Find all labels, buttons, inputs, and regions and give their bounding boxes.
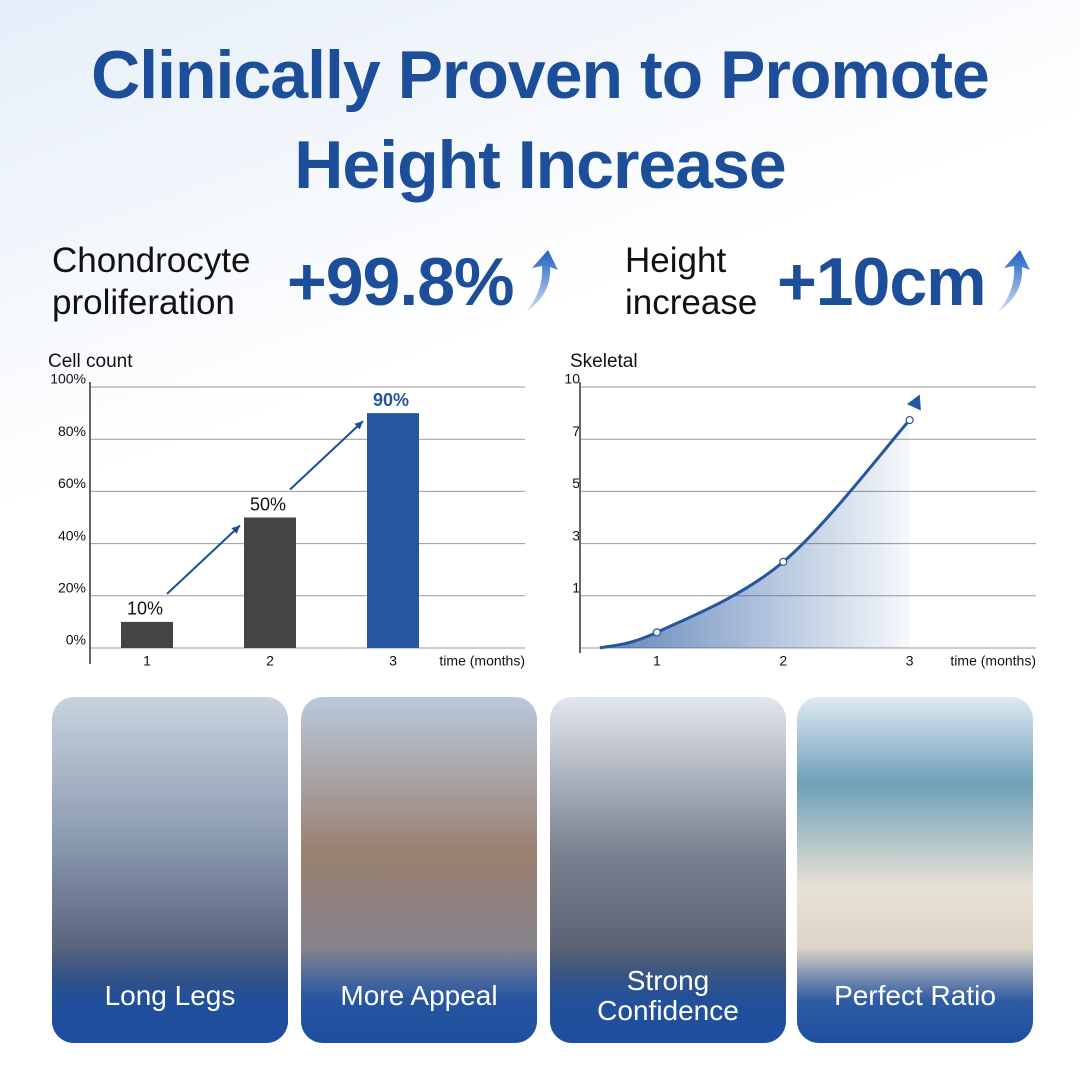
y-tick-label: 1 xyxy=(572,580,580,596)
y-tick-label: 5 xyxy=(572,475,580,491)
x-tick-label: 1 xyxy=(143,653,151,669)
y-tick-label: 7 xyxy=(572,423,580,439)
headline: Clinically Proven to Promote Height Incr… xyxy=(91,37,990,203)
stat: Chondrocyte proliferation +99.8% xyxy=(52,240,560,324)
x-tick-label: 3 xyxy=(389,653,397,669)
x-tick-label: 1 xyxy=(653,653,661,669)
arrow-head xyxy=(906,394,921,411)
x-tick-label: 2 xyxy=(266,653,274,669)
card-label: More Appeal xyxy=(301,948,537,1043)
up-arrow xyxy=(997,250,1030,312)
stat-label: Height increase xyxy=(625,241,758,322)
x-tick-label: 3 xyxy=(906,653,914,669)
stat: Height increase +10cm xyxy=(625,240,1032,324)
area xyxy=(600,420,910,648)
bar xyxy=(121,621,173,648)
card-label: Long Legs xyxy=(52,948,288,1043)
stat-value: +99.8% xyxy=(287,244,515,320)
y-tick-label: 80% xyxy=(58,423,86,439)
y-tick-label: 20% xyxy=(58,580,86,596)
trend-arrow xyxy=(166,524,241,595)
bar xyxy=(244,517,296,648)
arrow-head xyxy=(354,421,363,430)
point xyxy=(905,415,914,425)
y-tick-label: 40% xyxy=(58,527,86,543)
y-tick-label: 3 xyxy=(572,527,580,543)
photo-card: Strong Confidence xyxy=(550,697,786,1043)
value-label: 90% xyxy=(373,390,409,410)
stat-value: +10cm xyxy=(777,244,987,320)
up-arrow xyxy=(525,250,558,312)
y-tick-label: 10 xyxy=(564,371,580,387)
card-label: Strong Confidence xyxy=(550,948,786,1043)
y-tick-label: 0% xyxy=(66,632,86,648)
y-tick-label: 100% xyxy=(50,371,86,387)
line-chart: Skeletal 1 3 5 7 10 1 2 3 time (months) xyxy=(564,351,1036,669)
stat-label: Chondrocyte proliferation xyxy=(52,241,251,322)
card-label: Perfect Ratio xyxy=(797,948,1033,1043)
value-label: 50% xyxy=(250,494,286,514)
line xyxy=(599,419,911,650)
point xyxy=(652,628,661,637)
trend-arrow xyxy=(289,420,364,491)
x-axis-label: time (months) xyxy=(439,653,525,669)
x-tick-label: 2 xyxy=(779,653,787,669)
photo-card: More Appeal xyxy=(301,697,537,1043)
value-label: 10% xyxy=(127,599,163,619)
y-axis-label: Skeletal xyxy=(570,351,638,372)
x-axis-label: time (months) xyxy=(950,653,1036,669)
bar-chart: Cell count 0% 20% 40% 60% 80% 100% time (months… xyxy=(48,351,525,669)
y-tick-label: 60% xyxy=(58,475,86,491)
bar xyxy=(367,413,419,648)
photo-card: Long Legs xyxy=(52,697,288,1043)
y-axis-label: Cell count xyxy=(48,351,133,372)
photo-card: Perfect Ratio xyxy=(797,697,1033,1043)
point xyxy=(779,557,788,566)
arrow-head xyxy=(231,525,240,534)
